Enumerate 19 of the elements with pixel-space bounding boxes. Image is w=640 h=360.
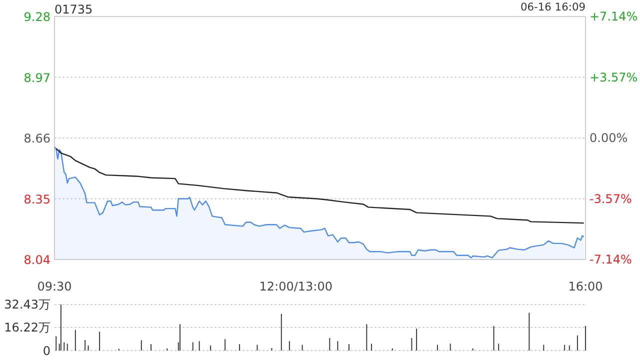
text: 06-16 16:09 xyxy=(520,0,586,14)
chart-title: 01735 xyxy=(54,2,93,16)
y-tick-label: 8.66 xyxy=(24,132,50,146)
y3-tick-label: 32.43万 xyxy=(4,298,51,312)
y-tick-label: 8.97 xyxy=(24,70,50,85)
y-tick-label: 8.35 xyxy=(24,192,50,206)
x-tick-label: 16:00 xyxy=(568,280,603,294)
y2-tick-label: -3.57% xyxy=(590,192,632,206)
y2-tick-label: 0.00% xyxy=(590,131,628,145)
x-tick-label: 12:00/13:00 xyxy=(259,280,332,294)
y2-tick-label: +7.14% xyxy=(590,10,638,24)
y-tick-label: 8.04 xyxy=(24,253,50,267)
x-tick-label: 09:30 xyxy=(37,280,72,294)
y2-tick-label: +3.57% xyxy=(590,70,638,84)
line-series xyxy=(56,148,584,224)
y-tick-label: 9.28 xyxy=(24,10,50,24)
y3-tick-label: 16.22万 xyxy=(4,320,51,334)
y3-tick-label: 0 xyxy=(42,344,51,358)
y2-tick-label: -7.14% xyxy=(590,252,632,266)
